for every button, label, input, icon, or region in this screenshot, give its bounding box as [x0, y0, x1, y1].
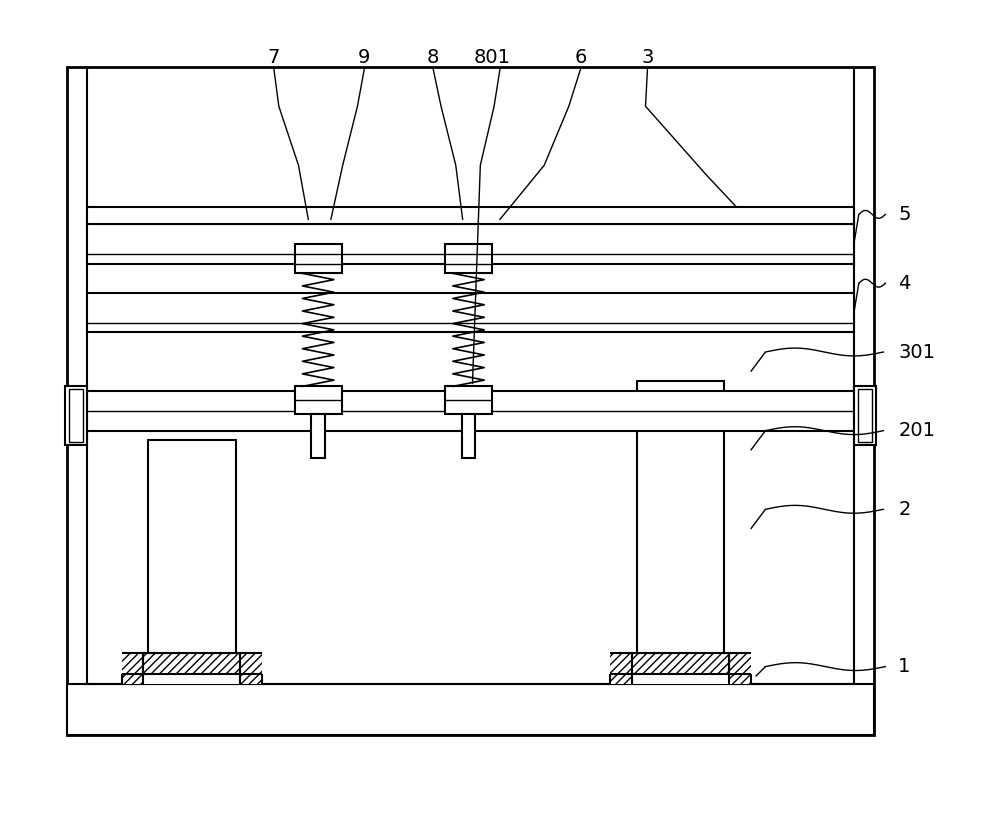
Bar — [632, 653, 729, 684]
Bar — [632, 653, 729, 675]
Bar — [122, 653, 143, 684]
Bar — [295, 244, 342, 273]
Bar — [87, 392, 854, 431]
Text: 201: 201 — [898, 421, 935, 440]
Bar — [858, 389, 872, 443]
Bar — [69, 389, 83, 443]
Text: 1: 1 — [898, 657, 911, 676]
Bar — [148, 441, 236, 653]
Bar — [87, 224, 854, 264]
Bar — [445, 244, 492, 273]
Bar — [67, 684, 874, 736]
Bar — [729, 653, 751, 684]
Text: 9: 9 — [358, 48, 371, 67]
Bar — [143, 653, 240, 675]
Bar — [65, 387, 87, 446]
Text: 7: 7 — [268, 48, 280, 67]
Text: 2: 2 — [898, 500, 911, 519]
Bar — [311, 414, 325, 458]
Bar — [610, 653, 632, 684]
Bar — [67, 67, 874, 736]
Text: 4: 4 — [898, 273, 911, 293]
Text: 8: 8 — [427, 48, 439, 67]
Bar — [295, 387, 342, 414]
Text: 5: 5 — [898, 205, 911, 224]
Bar — [854, 387, 876, 446]
Bar — [462, 414, 475, 458]
Bar — [637, 382, 724, 653]
Text: 801: 801 — [474, 48, 511, 67]
Bar — [87, 207, 854, 224]
Text: 301: 301 — [898, 342, 935, 361]
Bar — [240, 653, 262, 684]
Text: 3: 3 — [641, 48, 654, 67]
Text: 6: 6 — [574, 48, 587, 67]
Bar — [445, 387, 492, 414]
Bar — [87, 293, 854, 333]
Bar — [143, 653, 240, 684]
